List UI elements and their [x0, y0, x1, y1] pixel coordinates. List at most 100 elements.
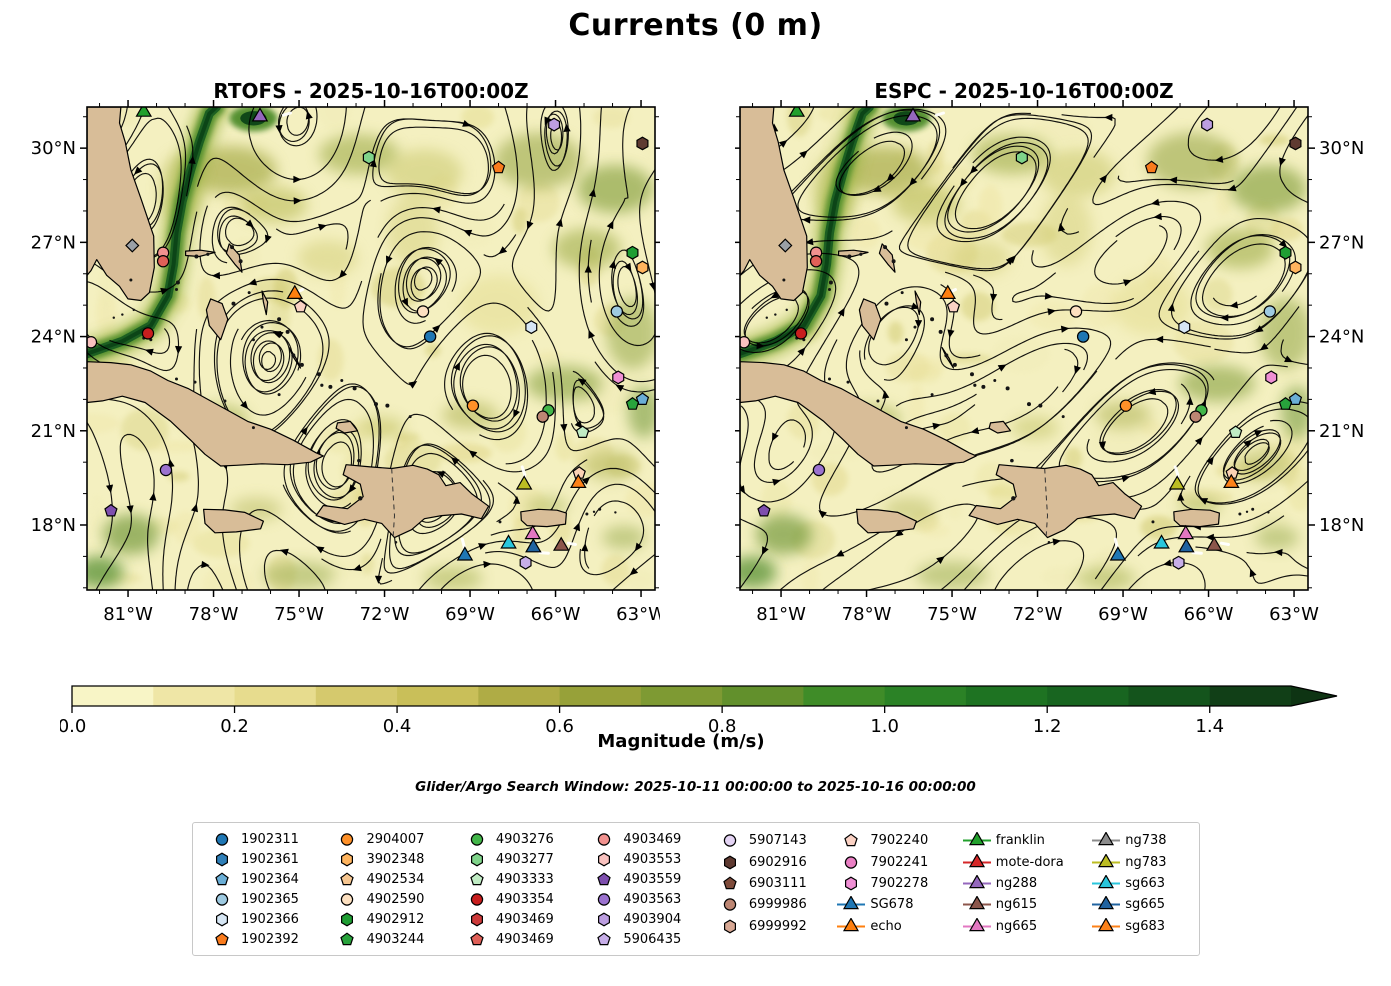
circle-legend-marker-icon — [845, 855, 858, 869]
legend-entry-label: ng665 — [995, 918, 1038, 934]
argo-float-marker — [156, 254, 170, 268]
legend-entry: 4903559 — [588, 870, 713, 890]
land-florida — [740, 107, 808, 302]
legend-column: 1902311 1902361 1902364 1902365 1902366 19023… — [206, 830, 331, 949]
circle-legend-marker — [215, 833, 229, 847]
legend-entry: 5907143 — [714, 830, 836, 851]
hexagon-legend-marker-icon — [216, 912, 228, 927]
lon-tick-label: 81°W — [103, 604, 153, 625]
argo-float-marker — [1289, 260, 1302, 275]
legend-entry-label: 4903553 — [623, 852, 682, 868]
legend-entry-label: sg665 — [1125, 897, 1166, 913]
colorbar-tick-label: 0.8 — [708, 716, 737, 737]
argo-float-marker — [536, 410, 549, 423]
argo-float-marker — [1178, 320, 1191, 335]
argo-float-marker — [635, 392, 650, 405]
land-hispaniola — [315, 464, 490, 539]
pentagon-legend-marker-icon — [215, 872, 229, 886]
argo-float-marker — [610, 305, 624, 318]
legend-entry-label: 4903469 — [623, 832, 682, 848]
pentagon-legend-marker-icon — [470, 932, 484, 945]
circle-legend-marker-icon — [723, 834, 737, 847]
lon-tick-label: 66°W — [1184, 604, 1234, 625]
circle-legend-marker-icon — [723, 898, 737, 912]
argo-float-marker — [946, 299, 961, 313]
glider-ng783-marker — [515, 475, 533, 490]
land-puerto-rico — [1173, 508, 1220, 528]
argo-float-marker — [1015, 150, 1028, 165]
argo-float-marker — [794, 327, 808, 340]
legend-entry: echo — [835, 916, 960, 937]
glider-sg683-marker — [1223, 473, 1240, 488]
hexagon-legend-marker — [216, 912, 228, 927]
land-jamaica — [203, 508, 264, 534]
argo-float-marker — [1279, 245, 1292, 260]
legend: 1902311 1902361 1902364 1902365 1902366 19023… — [192, 822, 1200, 956]
legend-entry: franklin — [961, 830, 1090, 851]
glider-ng288-marker — [251, 107, 269, 122]
land-florida — [87, 107, 155, 302]
legend-entry: 1902311 — [206, 830, 331, 850]
argo-float-marker — [812, 463, 826, 477]
legend-entry-label: franklin — [995, 833, 1045, 849]
pentagon-legend-marker-icon — [215, 932, 229, 945]
triangle-legend-marker-icon — [837, 896, 866, 910]
legend-entry: ng665 — [961, 916, 1090, 937]
legend-entry: 6903111 — [714, 873, 836, 894]
pentagon-legend-marker-icon — [340, 932, 355, 945]
pentagon-legend-marker-icon — [597, 932, 612, 945]
panel-rtofs-title: RTOFS - 2025-10-16T00:00Z — [213, 79, 529, 103]
hexagon-legend-marker-icon — [598, 912, 611, 927]
lat-tick-label: 24°N — [31, 327, 76, 348]
argo-float-marker — [1076, 330, 1090, 343]
legend-entry: 4903469 — [461, 909, 588, 929]
circle-legend-marker-icon — [598, 833, 611, 847]
lat-tick-label: 18°N — [31, 515, 76, 536]
argo-float-marker — [1289, 136, 1302, 151]
lon-tick-label: 63°W — [616, 604, 660, 625]
legend-entry-label: 1902392 — [241, 931, 299, 947]
legend-entry: ng288 — [961, 873, 1090, 894]
triangle-legend-marker-icon — [1092, 853, 1121, 867]
argo-float-marker — [740, 336, 751, 349]
legend-entry: 1902365 — [206, 889, 331, 909]
argo-float-marker — [159, 463, 173, 477]
legend-column: 5907143 6902916 6903111 6999986 6999992 — [714, 830, 836, 949]
legend-entry: sg663 — [1090, 873, 1193, 894]
triangle-legend-marker — [968, 853, 985, 867]
hexagon-legend-marker — [470, 852, 483, 867]
hexagon-legend-marker — [723, 919, 736, 934]
pentagon-legend-marker-icon — [597, 872, 612, 886]
legend-entry: 4903563 — [588, 889, 713, 909]
legend-entry-label: ng783 — [1125, 854, 1167, 870]
hexagon-legend-marker — [598, 912, 611, 927]
legend-entry: 1902392 — [206, 929, 331, 949]
argo-float-marker — [362, 150, 375, 165]
argo-float-marker — [1069, 305, 1083, 318]
lon-tick-label: 78°W — [189, 604, 239, 625]
glider-sg665-marker — [1178, 537, 1195, 553]
circle-legend-marker — [598, 893, 611, 906]
argo-float-marker — [423, 330, 437, 343]
lat-tick-label: 18°N — [1319, 515, 1364, 536]
legend-entry: 1902366 — [206, 909, 331, 929]
lon-tick-label: 63°W — [1269, 604, 1319, 625]
legend-entry: 4902534 — [331, 870, 460, 890]
argo-float-marker — [1263, 305, 1277, 318]
panel-espc-title: ESPC - 2025-10-16T00:00Z — [874, 79, 1174, 103]
colorbar-svg: 0.0 0.2 0.4 0.6 0.8 1.0 1.2 1.4 — [58, 685, 1338, 737]
argo-float-marker — [87, 336, 98, 349]
hexagon-legend-marker — [341, 852, 354, 867]
legend-entry-label: 4903333 — [495, 872, 554, 888]
legend-entry-label: 4903469 — [495, 911, 554, 927]
argo-float-marker — [1119, 399, 1133, 412]
glider-echo-marker — [286, 284, 304, 299]
legend-entry: 1902361 — [206, 850, 331, 870]
legend-entry-label: 5907143 — [748, 833, 807, 849]
argo-float-marker — [626, 245, 639, 260]
argo-float-marker — [636, 136, 649, 151]
glider-echo-marker — [939, 284, 957, 299]
legend-entry: 4903469 — [588, 830, 713, 850]
argo-float-marker — [1172, 555, 1185, 570]
